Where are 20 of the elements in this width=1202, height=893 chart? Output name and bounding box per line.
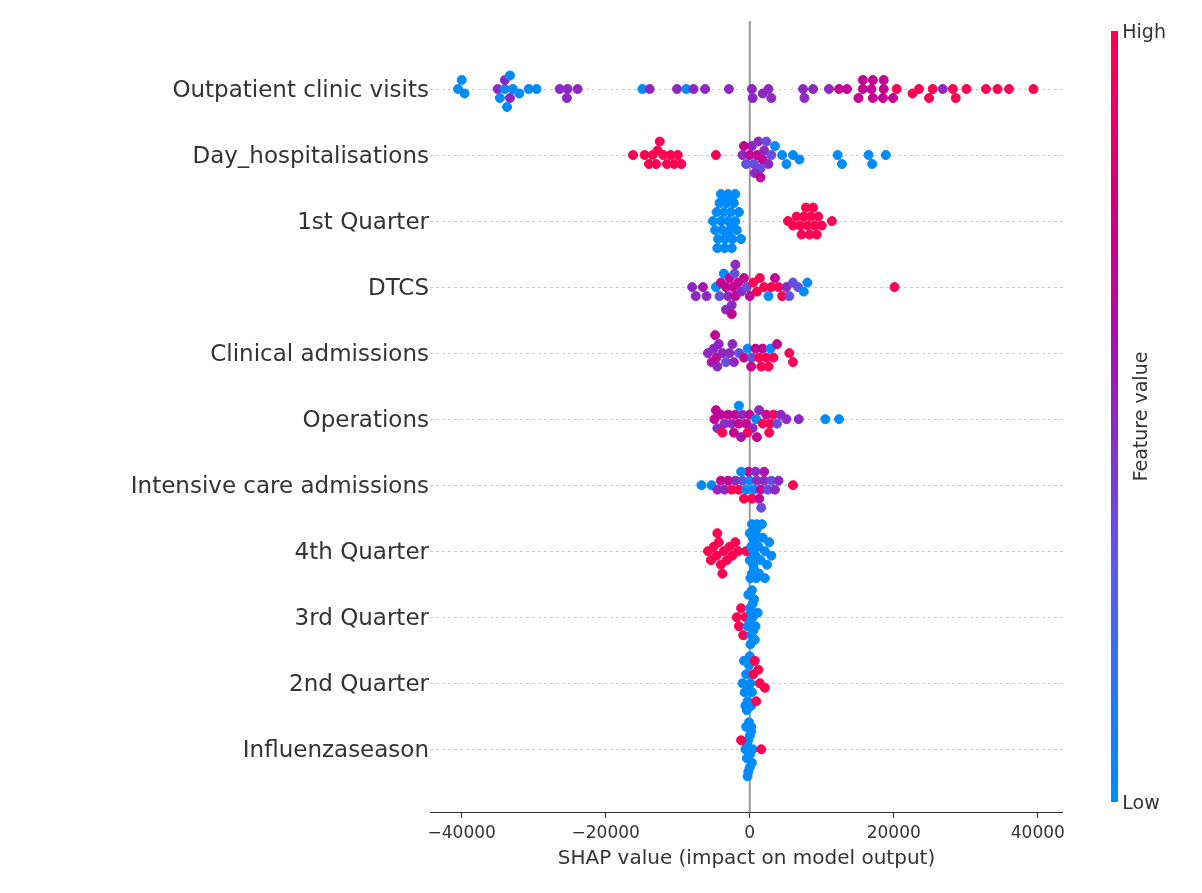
color-bar-label: Low [1122,790,1160,813]
color-bar-title: Feature value [1128,351,1151,482]
y-tick-label: 3rd Quarter [294,604,430,631]
y-tick-label: 1st Quarter [297,208,430,235]
x-tick-label: −20000 [571,822,640,843]
y-tick-label: Outpatient clinic visits [172,76,429,103]
y-tick-label: Influenzaseason [242,736,429,763]
y-tick-label: 4th Quarter [294,538,430,565]
y-tick-label: Clinical admissions [210,340,429,367]
y-tick-label: DTCS [367,274,429,301]
x-tick-label: 40000 [1010,822,1065,843]
y-tick-label: Day_hospitalisations [192,142,429,169]
color-bar-label: High [1122,19,1166,42]
y-tick-label: Operations [302,406,429,433]
y-tick-label: 2nd Quarter [289,670,430,697]
x-tick-label: −40000 [427,822,496,843]
x-tick-label: 0 [744,822,756,843]
x-tick-label: 20000 [866,822,921,843]
y-tick-label: Intensive care admissions [130,472,429,499]
x-axis-title: SHAP value (impact on model output) [557,844,936,869]
